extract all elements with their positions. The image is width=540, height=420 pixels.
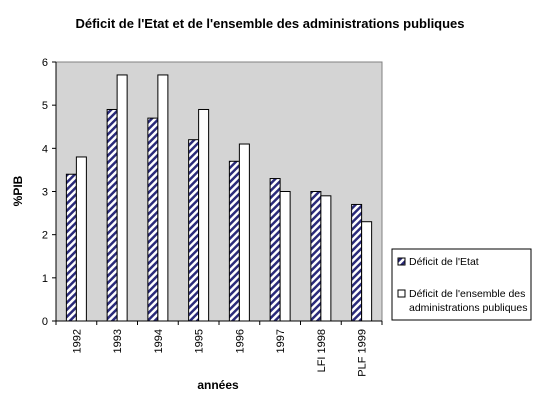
x-tick-label: 1995	[194, 329, 206, 353]
legend-swatch-etat	[397, 257, 406, 266]
x-tick-label: 1996	[234, 329, 246, 353]
bar-apu	[279, 191, 291, 322]
bar-etat	[106, 108, 118, 322]
legend-label-apu-line-2: administrations publiques	[409, 302, 527, 314]
bar-apu	[198, 108, 210, 322]
y-axis-label: %PIB	[11, 175, 25, 206]
bar-etat	[228, 160, 240, 322]
bar-etat	[147, 117, 159, 322]
legend-label-apu: Déficit de l'ensemble des administration…	[409, 288, 528, 314]
y-tick-label: 1	[42, 273, 48, 285]
bar-apu	[157, 74, 169, 322]
y-tick-label: 5	[42, 100, 48, 112]
bar-etat	[269, 178, 281, 322]
bars-group	[65, 74, 373, 322]
bar-apu	[361, 221, 373, 322]
bar-etat	[188, 139, 200, 322]
bar-etat	[310, 191, 322, 322]
x-tick-label: 1993	[112, 329, 124, 353]
x-tick-label: 1997	[275, 329, 287, 353]
bar-apu	[238, 143, 250, 322]
y-axis: 0 1 2 3 4 5 6	[42, 57, 57, 328]
bar-apu	[116, 74, 128, 322]
chart-title: Déficit de l'Etat et de l'ensemble des a…	[75, 16, 464, 31]
legend-label-apu-line-1: Déficit de l'ensemble des	[409, 288, 525, 300]
x-tick-label: 1992	[71, 329, 83, 353]
legend-box	[391, 248, 532, 321]
y-tick-label: 0	[42, 316, 48, 328]
x-tick-label: 1994	[153, 329, 165, 353]
y-tick-label: 2	[42, 230, 48, 242]
legend-swatch-apu	[397, 289, 406, 298]
y-tick-label: 4	[42, 143, 48, 155]
bar-apu	[75, 156, 87, 322]
x-tick-label: LFI 1998	[316, 329, 328, 372]
x-axis-label: années	[197, 378, 239, 392]
y-tick-label: 6	[42, 57, 48, 69]
x-axis: 1992 1993 1994 1995 1996 1997 LFI 1998 PLF 1999	[55, 320, 383, 377]
bar-etat	[351, 203, 363, 322]
plot-area	[55, 61, 383, 322]
bar-etat	[65, 173, 77, 322]
legend-label-etat: Déficit de l'Etat	[409, 256, 479, 268]
x-tick-label: PLF 1999	[357, 329, 369, 377]
y-tick-label: 3	[42, 187, 48, 199]
legend: Déficit de l'Etat Déficit de l'ensemble …	[391, 248, 532, 321]
bar-apu	[320, 195, 332, 322]
